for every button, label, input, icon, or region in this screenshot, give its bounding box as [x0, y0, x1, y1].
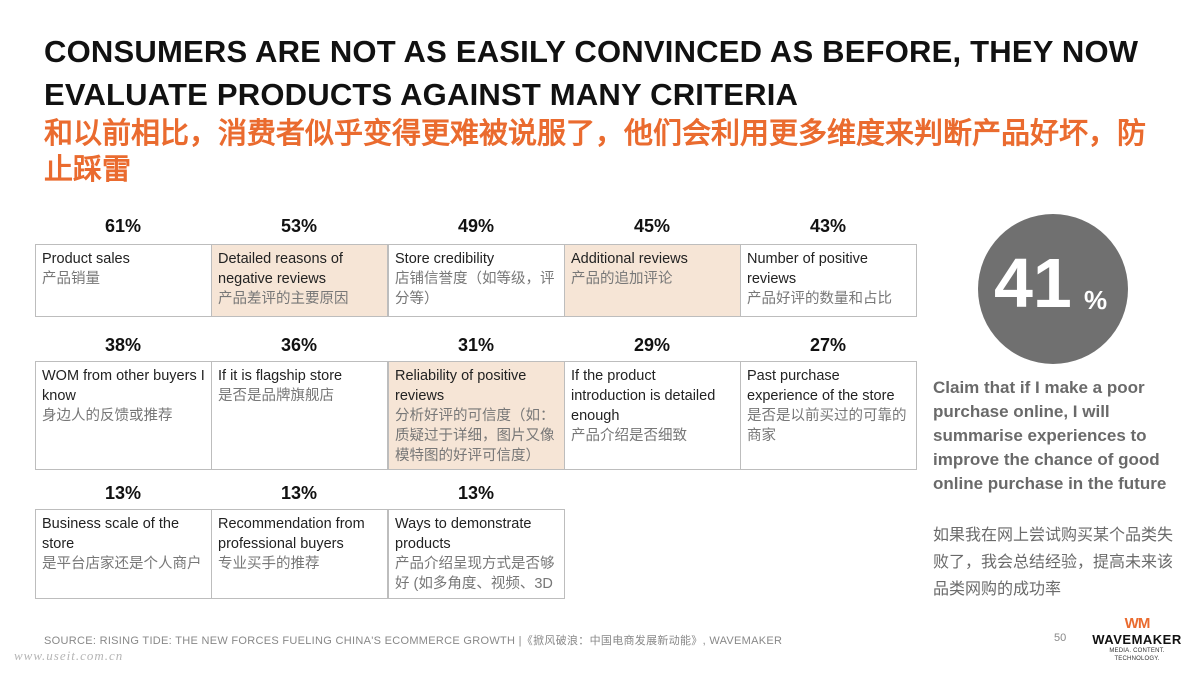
criterion-percent: 43%	[809, 216, 847, 236]
criterion-label-chinese: 身边人的反馈或推荐	[42, 408, 173, 424]
criterion-cell: If it is flagship store 是否是品牌旗舰店	[211, 361, 388, 470]
criterion-label-english: Additional reviews	[571, 251, 688, 267]
logo-tagline: MEDIA. CONTENT. TECHNOLOGY.	[1109, 648, 1165, 662]
criterion-label-chinese: 产品差评的主要原因	[218, 291, 349, 307]
criterion-cell: WOM from other buyers I know 身边人的反馈或推荐	[35, 361, 212, 470]
criterion-label-english: Number of positive reviews	[747, 251, 868, 287]
watermark: www.useit.com.cn	[14, 648, 124, 663]
criterion-label-chinese: 产品介绍是否细致	[571, 428, 687, 444]
criterion-percent: 53%	[280, 216, 318, 236]
criterion-label-english: Product sales	[42, 251, 130, 267]
criterion-label-chinese: 产品销量	[42, 271, 100, 287]
stat-unit: %	[1084, 285, 1108, 315]
criterion-percent: 61%	[104, 216, 142, 236]
criterion-label-chinese: 产品的追加评论	[571, 271, 673, 287]
criterion-label-english: WOM from other buyers I know	[42, 368, 205, 404]
criterion-label-chinese: 产品好评的数量和占比	[747, 291, 892, 307]
criterion-percent: 13%	[280, 483, 318, 503]
criterion-cell: Business scale of the store 是平台店家还是个人商户	[35, 509, 212, 599]
logo-mark-icon: WM	[1124, 615, 1151, 632]
criterion-cell: Store credibility 店铺信誉度（如等级，评分等）	[388, 244, 565, 317]
criterion-label-english: Ways to demonstrate products	[395, 516, 532, 552]
criterion-label-chinese: 专业买手的推荐	[218, 556, 320, 572]
criterion-label-chinese: 分析好评的可信度（如：质疑过于详细，图片又像模特图的好评可信度）	[395, 408, 555, 464]
criterion-label-english: Reliability of positive reviews	[395, 368, 527, 404]
criterion-percent: 49%	[457, 216, 495, 236]
criterion-percent: 13%	[104, 483, 142, 503]
criterion-percent: 13%	[457, 483, 495, 503]
stat-circle: 41 %	[978, 214, 1128, 364]
criterion-label-chinese: 是否是品牌旗舰店	[218, 388, 334, 404]
claim-text-english: Claim that if I make a poor purchase onl…	[933, 378, 1167, 493]
criterion-label-chinese: 是平台店家还是个人商户	[42, 556, 202, 572]
criterion-label-chinese: 产品介绍呈现方式是否够好 (如多角度、视频、3D	[395, 556, 555, 592]
source-footnote: SOURCE: RISING TIDE: THE NEW FORCES FUEL…	[44, 635, 783, 647]
criterion-cell: Reliability of positive reviews 分析好评的可信度（…	[388, 361, 565, 470]
criterion-percent: 45%	[633, 216, 671, 236]
criterion-label-english: Business scale of the store	[42, 516, 180, 552]
criterion-label-english: Past purchase experience of the store	[747, 368, 895, 404]
criterion-percent: 31%	[457, 335, 495, 355]
criterion-cell: Product sales 产品销量	[35, 244, 212, 317]
claim-text-chinese: 如果我在网上尝试购买某个品类失败了，我会总结经验，提高未来该品类网购的成功率	[933, 527, 1174, 598]
criterion-label-english: If the product introduction is detailed …	[571, 368, 716, 424]
criterion-cell: Number of positive reviews 产品好评的数量和占比	[740, 244, 917, 317]
page-number: 50	[1054, 632, 1067, 644]
criterion-cell: Ways to demonstrate products 产品介绍呈现方式是否够好…	[388, 509, 565, 599]
criterion-label-english: Detailed reasons of negative reviews	[218, 251, 343, 287]
criterion-cell: Recommendation from professional buyers 专…	[211, 509, 388, 599]
criterion-percent: 27%	[809, 335, 847, 355]
criterion-label-english: Recommendation from professional buyers	[218, 516, 365, 552]
logo-name: WAVEMAKER	[1092, 632, 1182, 647]
wavemaker-logo: WM WAVEMAKER MEDIA. CONTENT. TECHNOLOGY.	[1092, 616, 1182, 663]
criterion-label-english: If it is flagship store	[218, 368, 343, 384]
criterion-label-chinese: 是否是以前买过的可靠的商家	[747, 408, 907, 444]
criterion-cell: Past purchase experience of the store 是否是…	[740, 361, 917, 470]
criterion-cell: Additional reviews 产品的追加评论	[564, 244, 741, 317]
slide-title-english: CONSUMERS ARE NOT AS EASILY CONVINCED AS…	[44, 34, 1139, 112]
criterion-label-chinese: 店铺信誉度（如等级，评分等）	[395, 271, 555, 307]
criterion-label-english: Store credibility	[395, 251, 495, 267]
criterion-cell: If the product introduction is detailed …	[564, 361, 741, 470]
slide-title-chinese: 和以前相比，消费者似乎变得更难被说服了，他们会利用更多维度来判断产品好坏，防止踩…	[44, 118, 1147, 186]
criterion-cell: Detailed reasons of negative reviews 产品差评…	[211, 244, 388, 317]
criterion-percent: 29%	[633, 335, 671, 355]
criterion-percent: 38%	[104, 335, 142, 355]
criterion-percent: 36%	[280, 335, 318, 355]
stat-number: 41	[994, 244, 1072, 322]
